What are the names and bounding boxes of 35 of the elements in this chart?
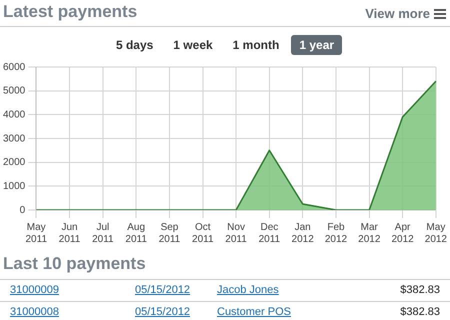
text: 05/15/2012 bbox=[135, 306, 190, 318]
x-tick-label: Oct 2011 bbox=[192, 222, 214, 245]
text: 1 year bbox=[291, 35, 342, 55]
text: $382.83 bbox=[400, 284, 440, 296]
text: Jacob Jones bbox=[217, 284, 279, 296]
text: Last 10 payments bbox=[3, 254, 146, 274]
text: $382.83 bbox=[400, 306, 440, 318]
x-tick-label: Feb 2012 bbox=[324, 222, 348, 245]
y-tick-label: 2000 bbox=[2, 157, 26, 168]
text: 1 month bbox=[232, 37, 280, 54]
x-tick-label: Mar 2012 bbox=[358, 222, 381, 245]
text: 1 week bbox=[172, 37, 214, 54]
x-tick-label: Jun 2011 bbox=[58, 222, 81, 245]
text: 31000008 bbox=[10, 306, 59, 318]
x-tick-label: May 2011 bbox=[25, 222, 48, 245]
text: 05/15/2012 bbox=[135, 284, 190, 296]
x-tick-label: Dec 2011 bbox=[258, 222, 281, 245]
y-tick-label: 5000 bbox=[2, 86, 26, 97]
y-tick-label: 0 bbox=[20, 204, 26, 216]
x-tick-label: Sep 2011 bbox=[158, 222, 181, 245]
y-tick-label: 3000 bbox=[2, 133, 26, 144]
y-tick-label: 4000 bbox=[2, 109, 26, 120]
text: 31000009 bbox=[10, 284, 59, 296]
x-tick-label: May 2012 bbox=[424, 222, 448, 245]
text: Customer POS bbox=[217, 306, 291, 318]
chart-title: Latest payments bbox=[3, 2, 138, 22]
text: View more bbox=[365, 6, 430, 21]
x-tick-label: Jan 2012 bbox=[292, 222, 314, 245]
x-tick-label: Apr 2012 bbox=[391, 222, 414, 245]
y-tick-label: 1000 bbox=[2, 180, 26, 192]
text: 5 days bbox=[114, 37, 154, 54]
x-tick-label: Aug 2011 bbox=[125, 222, 148, 245]
y-tick-label: 6000 bbox=[2, 62, 26, 73]
x-tick-label: Nov 2011 bbox=[225, 222, 248, 245]
x-tick-label: Jul 2011 bbox=[92, 222, 114, 245]
